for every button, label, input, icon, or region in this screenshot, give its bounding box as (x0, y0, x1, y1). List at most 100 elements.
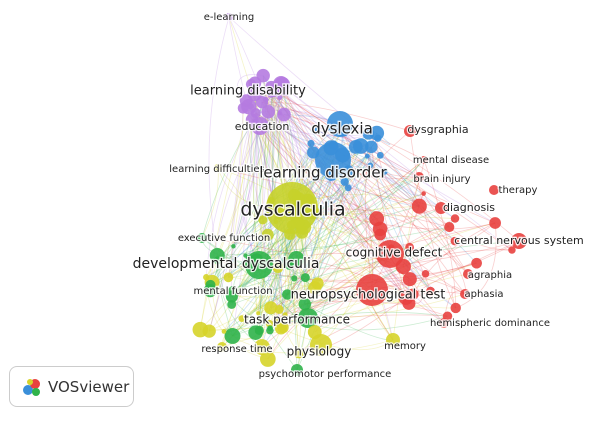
node (312, 175, 318, 182)
node (214, 164, 222, 172)
edge (265, 99, 316, 288)
node (450, 236, 459, 246)
node (250, 108, 261, 119)
logo[interactable]: VOSviewer (9, 366, 134, 407)
edge (296, 165, 371, 371)
node (328, 140, 339, 150)
node (284, 228, 296, 240)
logo-icon (23, 378, 40, 396)
node (223, 272, 234, 283)
edge (409, 130, 457, 309)
node (256, 311, 261, 316)
node (227, 300, 237, 309)
edge (228, 16, 247, 101)
edge (267, 226, 450, 360)
node (335, 147, 351, 163)
edge (423, 193, 512, 251)
node (310, 201, 317, 208)
edge (348, 170, 420, 179)
edge (298, 159, 425, 321)
node-label: memory (384, 341, 426, 352)
node (273, 318, 278, 323)
edge (304, 296, 406, 305)
node (284, 261, 294, 270)
node (362, 128, 375, 140)
node (287, 188, 301, 202)
edge (344, 181, 445, 324)
edge (277, 171, 385, 268)
node-label: neuropsychological test (291, 288, 446, 303)
node (307, 146, 320, 159)
node (343, 165, 354, 177)
edge (311, 213, 445, 324)
edge (232, 240, 455, 337)
edge (208, 108, 244, 332)
node (281, 90, 288, 97)
edge (279, 215, 300, 354)
edge (208, 108, 244, 332)
node (348, 139, 363, 154)
node-label: response time (201, 344, 272, 355)
node (442, 311, 453, 322)
node (263, 96, 269, 103)
edge (216, 255, 263, 348)
edge (270, 86, 295, 279)
node (356, 274, 388, 306)
node (305, 208, 317, 220)
node (450, 302, 461, 314)
node (197, 233, 207, 243)
node-label: learning difficulties (169, 164, 264, 175)
edge (367, 155, 424, 196)
node-label: diagnosis (443, 201, 495, 214)
edge (315, 178, 420, 207)
node (277, 95, 283, 101)
node-label: central nervous system (454, 234, 583, 247)
node (261, 228, 274, 241)
node (295, 226, 309, 239)
node (228, 286, 238, 296)
edge (368, 133, 469, 275)
edge (281, 84, 407, 298)
edge (251, 119, 414, 295)
node (307, 139, 315, 148)
node (450, 214, 460, 223)
node (282, 312, 288, 318)
node (285, 205, 291, 212)
node (435, 202, 447, 214)
node (254, 325, 264, 336)
node (402, 296, 416, 310)
node (203, 274, 210, 281)
edge (231, 296, 300, 323)
node (243, 253, 248, 258)
edge (403, 249, 512, 267)
node-label: psychomotor performance (259, 369, 392, 380)
node-label: aphasia (464, 289, 503, 300)
edge (317, 283, 456, 309)
edge (223, 173, 332, 332)
node (374, 228, 386, 241)
node (221, 329, 227, 334)
edge (251, 119, 394, 341)
edge (262, 101, 411, 132)
edge (232, 253, 391, 292)
edge (231, 187, 349, 297)
node (381, 168, 388, 175)
node (324, 167, 339, 181)
node (344, 184, 352, 192)
edge (239, 119, 257, 261)
node-label: dysgraphia (407, 123, 468, 136)
edge (284, 210, 319, 315)
node (511, 233, 527, 249)
node (315, 208, 321, 214)
node (273, 219, 279, 225)
node-label: mental disease (413, 155, 489, 166)
edge (269, 232, 303, 329)
edge (211, 159, 425, 283)
edge (228, 16, 513, 251)
node (307, 325, 322, 339)
edge (217, 167, 455, 242)
node (291, 364, 303, 376)
edge (228, 276, 263, 331)
edge (217, 226, 450, 256)
